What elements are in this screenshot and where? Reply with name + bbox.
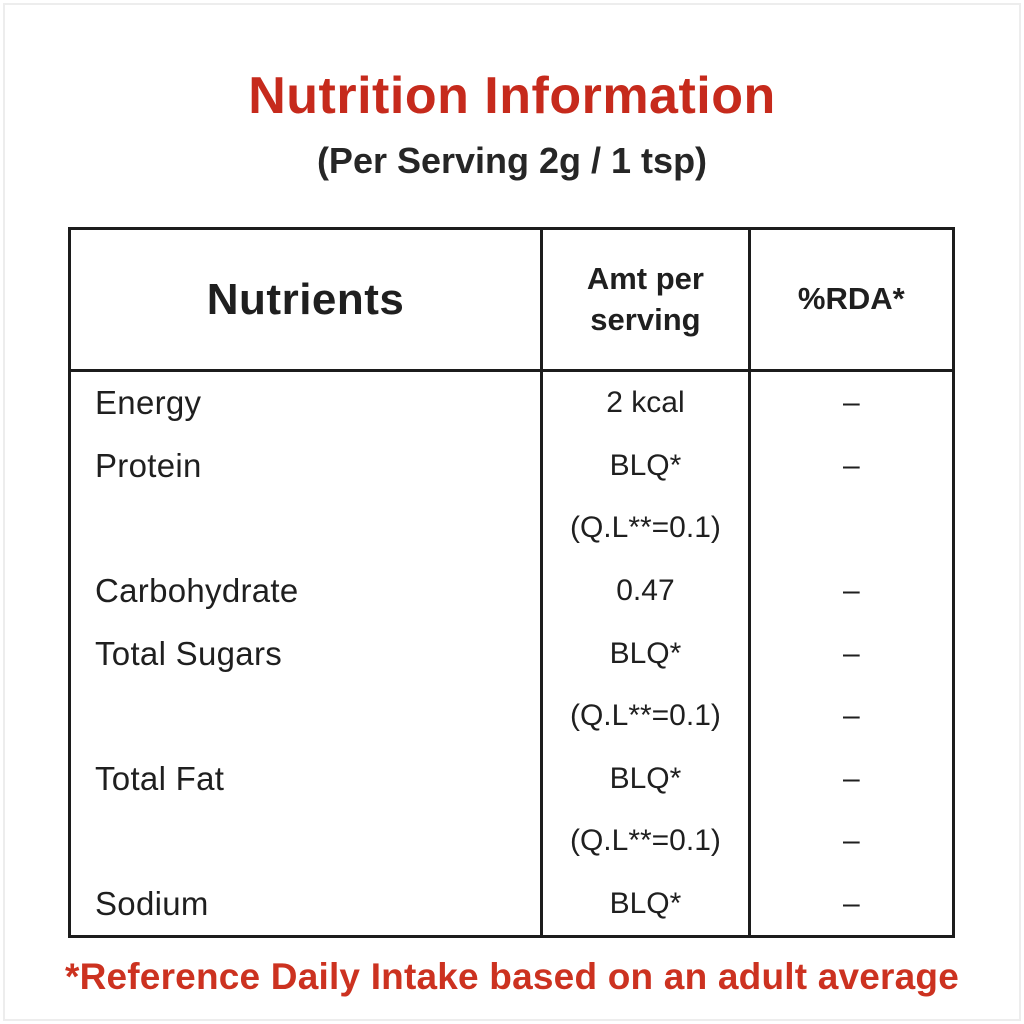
nutrient-name [71,809,544,873]
rda-value: – [842,448,860,482]
rda-value: – [842,573,860,607]
amount-value: (Q.L**=0.1) [543,497,751,560]
nutrient-name: Carbohydrate [71,559,544,623]
nutrient-name: Protein [71,434,544,498]
table-body: Energy 2 kcal – Protein BLQ* – (Q.L**=0.… [71,372,952,936]
table-row: (Q.L**=0.1) – [71,809,952,873]
column-header-rda-percent: %RDA* [797,281,905,317]
table-row: Total Sugars BLQ* – [71,622,952,685]
amount-value: BLQ* [543,434,751,498]
rda-value: – [842,886,860,920]
amount-value: (Q.L**=0.1) [543,684,751,748]
reference-footnote: *Reference Daily Intake based on an adul… [64,956,960,997]
nutrient-name: Energy [71,372,544,435]
nutrient-name: Sodium [71,872,544,936]
nutrient-name: Total Sugars [71,622,544,685]
nutrition-table: Nutrients Amt per serving %RDA* Energy 2… [68,227,955,938]
amount-value: BLQ* [543,747,751,810]
page-title: Nutrition Information [248,67,776,125]
nutrient-name [71,497,544,560]
amount-value: BLQ* [543,622,751,685]
amount-value: 2 kcal [543,372,751,435]
rda-value: – [842,761,860,795]
rda-value [751,497,952,560]
column-header-nutrients: Nutrients [71,230,544,369]
rda-value: – [842,824,860,858]
table-row: Sodium BLQ* – [71,872,952,936]
rda-value: – [842,636,860,670]
amount-value: BLQ* [543,872,751,936]
nutrient-name [71,684,544,748]
table-header-row: Nutrients Amt per serving %RDA* [71,230,952,372]
table-row: (Q.L**=0.1) [71,497,952,560]
column-header-amount-per-serving: Amt per serving [543,230,751,369]
serving-size-subtitle: (Per Serving 2g / 1 tsp) [316,140,708,181]
table-row: Protein BLQ* – [71,434,952,498]
table-row: Energy 2 kcal – [71,372,952,435]
nutrient-name: Total Fat [71,747,544,810]
table-row: Carbohydrate 0.47 – [71,559,952,623]
table-row: (Q.L**=0.1) – [71,684,952,748]
table-row: Total Fat BLQ* – [71,747,952,810]
amount-value: 0.47 [543,559,751,623]
rda-value: – [842,699,860,733]
amount-value: (Q.L**=0.1) [543,809,751,873]
rda-value: – [842,386,860,420]
